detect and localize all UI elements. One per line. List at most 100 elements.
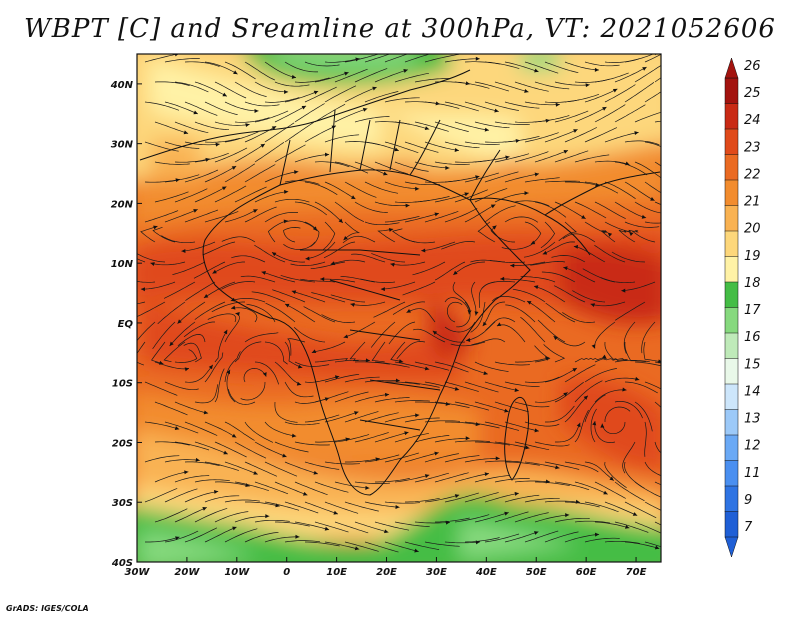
streamline	[402, 281, 436, 296]
streamline-arrow	[576, 422, 581, 428]
streamline	[144, 455, 180, 463]
streamline-arrow	[330, 261, 335, 266]
streamline	[540, 221, 556, 249]
streamline	[304, 125, 337, 143]
streamline	[604, 540, 640, 544]
streamline	[505, 461, 540, 466]
streamline	[364, 412, 399, 423]
streamline	[264, 122, 295, 143]
streamline	[274, 198, 310, 203]
streamline	[314, 103, 346, 123]
streamline	[174, 81, 209, 93]
streamline	[621, 281, 656, 292]
streamline	[224, 421, 255, 441]
streamline-arrow	[600, 423, 605, 428]
streamline	[364, 91, 399, 103]
streamline	[504, 61, 539, 73]
streamline	[654, 77, 661, 83]
streamline-arrow	[563, 266, 568, 271]
streamline-arrow	[313, 470, 318, 475]
streamline	[444, 58, 480, 63]
streamline	[264, 212, 299, 223]
streamline	[644, 421, 647, 457]
streamline-arrow	[405, 203, 410, 208]
streamline-arrow	[670, 477, 674, 481]
streamline-arrow	[202, 507, 207, 511]
streamline	[534, 345, 551, 363]
streamline	[154, 508, 188, 523]
streamline	[354, 161, 388, 176]
streamline-arrow	[514, 388, 519, 392]
streamline	[184, 491, 219, 503]
streamline	[454, 514, 490, 523]
streamline-arrow	[533, 285, 539, 290]
streamline	[512, 288, 546, 303]
streamline	[174, 188, 208, 203]
streamline-arrow	[140, 287, 146, 292]
streamline-arrow	[193, 209, 198, 213]
streamline	[644, 221, 661, 224]
streamline	[183, 321, 215, 338]
streamline	[144, 381, 178, 396]
streamline	[644, 461, 661, 477]
streamline	[194, 508, 228, 523]
streamline	[523, 241, 556, 258]
streamline-arrow	[344, 71, 349, 76]
streamline	[267, 220, 288, 243]
streamline	[590, 408, 597, 443]
streamline	[137, 321, 156, 342]
streamline	[214, 511, 249, 523]
streamline-arrow	[215, 142, 220, 147]
streamline-arrow	[384, 392, 390, 397]
streamline	[654, 401, 661, 408]
streamline-arrow	[583, 395, 588, 400]
streamline	[604, 84, 636, 103]
streamline	[264, 421, 297, 437]
streamline-arrow	[500, 276, 505, 281]
lat-tick-label: 30S	[112, 498, 133, 509]
streamline	[464, 492, 499, 503]
streamline	[349, 341, 366, 362]
streamline	[144, 54, 180, 63]
streamline	[204, 211, 239, 223]
streamline	[334, 201, 365, 223]
colorbar-label: 25	[744, 86, 761, 101]
streamline	[573, 246, 606, 263]
streamline	[211, 301, 245, 313]
streamline	[320, 278, 356, 283]
streamline	[494, 361, 530, 366]
streamline	[174, 507, 207, 523]
streamline-arrow	[467, 310, 472, 315]
streamline	[394, 474, 430, 483]
streamline-arrow	[565, 513, 570, 518]
streamline	[524, 101, 560, 106]
streamline	[490, 260, 526, 263]
streamline	[364, 501, 400, 508]
streamline	[304, 375, 340, 383]
streamline	[304, 501, 339, 515]
streamline-arrow	[453, 270, 458, 275]
streamline-arrow	[414, 548, 419, 553]
streamline	[421, 241, 456, 252]
streamline	[444, 455, 480, 463]
streamline	[384, 141, 419, 154]
streamline-arrow	[490, 204, 496, 209]
streamline	[204, 61, 238, 75]
streamline	[184, 421, 218, 436]
colorbar-label: 16	[744, 330, 761, 345]
streamline	[174, 158, 210, 163]
streamline	[623, 321, 636, 354]
streamline-arrow	[403, 69, 408, 73]
streamline-arrow	[365, 358, 370, 363]
streamline	[294, 481, 328, 496]
streamline	[624, 501, 657, 519]
streamline	[314, 391, 349, 403]
streamline	[310, 261, 346, 270]
streamline	[264, 501, 300, 511]
streamline	[471, 281, 477, 316]
streamline	[194, 152, 229, 163]
streamline	[174, 441, 210, 451]
streamline	[204, 526, 237, 543]
streamline	[334, 108, 368, 123]
streamline	[137, 258, 146, 263]
